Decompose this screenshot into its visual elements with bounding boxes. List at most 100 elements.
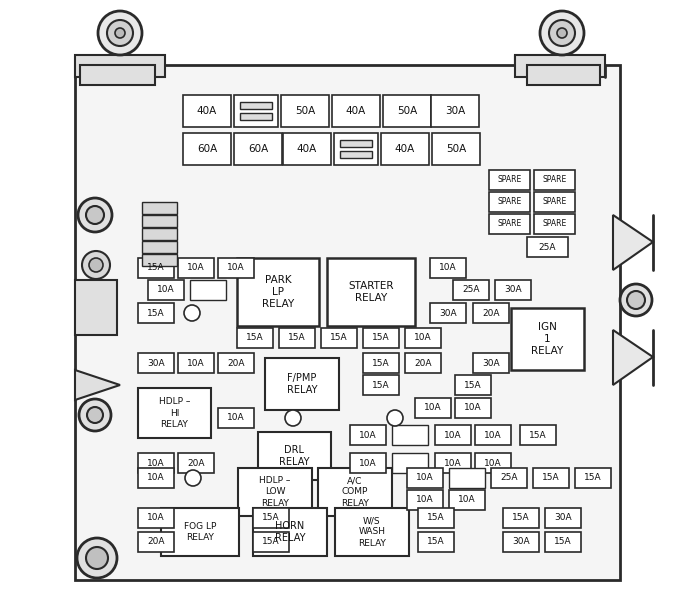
Bar — [238, 468, 312, 516]
Circle shape — [87, 407, 103, 423]
Bar — [327, 258, 415, 326]
Bar — [183, 133, 231, 165]
Bar — [178, 453, 214, 473]
Bar — [75, 280, 117, 335]
Bar — [431, 95, 479, 127]
Text: 15A: 15A — [288, 334, 306, 343]
Bar — [455, 375, 491, 395]
Bar — [503, 532, 539, 552]
Bar — [253, 532, 289, 552]
Bar — [334, 133, 378, 165]
Bar — [142, 228, 177, 240]
Bar — [533, 468, 569, 488]
Circle shape — [77, 538, 117, 578]
Circle shape — [115, 28, 125, 38]
Bar — [381, 133, 429, 165]
Bar — [405, 328, 441, 348]
Bar — [138, 388, 211, 438]
Bar — [138, 468, 174, 488]
Bar — [475, 425, 511, 445]
Bar — [430, 303, 466, 323]
Bar — [283, 133, 331, 165]
Bar — [340, 151, 372, 158]
Bar — [240, 113, 272, 120]
Bar — [363, 328, 399, 348]
Bar — [138, 532, 174, 552]
Bar — [253, 508, 327, 556]
Bar — [178, 258, 214, 278]
Text: 15A: 15A — [554, 538, 572, 547]
Text: 10A: 10A — [439, 263, 457, 272]
Text: SPARE: SPARE — [543, 220, 566, 229]
Circle shape — [79, 399, 111, 431]
Polygon shape — [613, 215, 653, 270]
Text: 10A: 10A — [147, 473, 165, 482]
Bar — [340, 140, 372, 147]
Text: 10A: 10A — [147, 458, 165, 467]
Text: 50A: 50A — [295, 106, 315, 116]
Text: 15A: 15A — [246, 334, 264, 343]
Bar — [534, 214, 575, 234]
Text: IGN
1
RELAY: IGN 1 RELAY — [532, 322, 564, 356]
Bar — [363, 353, 399, 373]
Bar — [520, 425, 556, 445]
Polygon shape — [613, 330, 653, 385]
Bar — [491, 468, 527, 488]
Bar — [253, 508, 289, 528]
Text: 10A: 10A — [484, 431, 502, 439]
Text: 20A: 20A — [482, 308, 500, 317]
Text: 20A: 20A — [414, 358, 432, 367]
Text: 15A: 15A — [372, 358, 390, 367]
Text: 15A: 15A — [512, 514, 530, 523]
Bar — [190, 280, 226, 300]
Text: 15A: 15A — [543, 473, 560, 482]
Bar — [515, 55, 605, 77]
Text: 15A: 15A — [464, 380, 482, 389]
Text: 10A: 10A — [414, 334, 432, 343]
Bar — [449, 468, 485, 488]
Bar — [453, 280, 489, 300]
Bar — [350, 425, 386, 445]
Bar — [218, 353, 254, 373]
Text: 10A: 10A — [359, 431, 377, 439]
Bar — [489, 214, 530, 234]
Text: SPARE: SPARE — [497, 197, 521, 206]
Text: 30A: 30A — [439, 308, 457, 317]
Text: 10A: 10A — [147, 514, 165, 523]
Circle shape — [89, 258, 103, 272]
Bar — [435, 453, 471, 473]
Text: 10A: 10A — [359, 458, 377, 467]
Bar — [138, 508, 174, 528]
Text: 10A: 10A — [416, 496, 434, 505]
Text: 10A: 10A — [187, 263, 205, 272]
Bar — [503, 508, 539, 528]
Circle shape — [620, 284, 652, 316]
Text: SPARE: SPARE — [497, 175, 521, 185]
Bar — [142, 215, 177, 227]
Text: HDLP –
HI
RELAY: HDLP – HI RELAY — [159, 397, 190, 428]
Text: HDLP –
LOW
RELAY: HDLP – LOW RELAY — [260, 476, 290, 508]
Bar — [218, 258, 254, 278]
Text: 30A: 30A — [554, 514, 572, 523]
Text: 30A: 30A — [504, 286, 522, 295]
Bar — [575, 468, 611, 488]
Text: SPARE: SPARE — [543, 197, 566, 206]
Bar — [432, 133, 480, 165]
Circle shape — [185, 470, 201, 486]
Text: 10A: 10A — [444, 458, 462, 467]
Circle shape — [540, 11, 584, 55]
Text: SPARE: SPARE — [543, 175, 566, 185]
Text: 10A: 10A — [227, 413, 245, 422]
Bar — [527, 237, 568, 257]
Bar — [383, 95, 431, 127]
Text: 10A: 10A — [484, 458, 502, 467]
Bar — [405, 353, 441, 373]
Bar — [142, 202, 177, 214]
Bar — [258, 432, 331, 480]
Bar — [407, 490, 443, 510]
Bar — [218, 408, 254, 428]
Bar — [418, 508, 454, 528]
Text: 25A: 25A — [462, 286, 480, 295]
Text: 20A: 20A — [187, 458, 205, 467]
Bar — [430, 258, 466, 278]
